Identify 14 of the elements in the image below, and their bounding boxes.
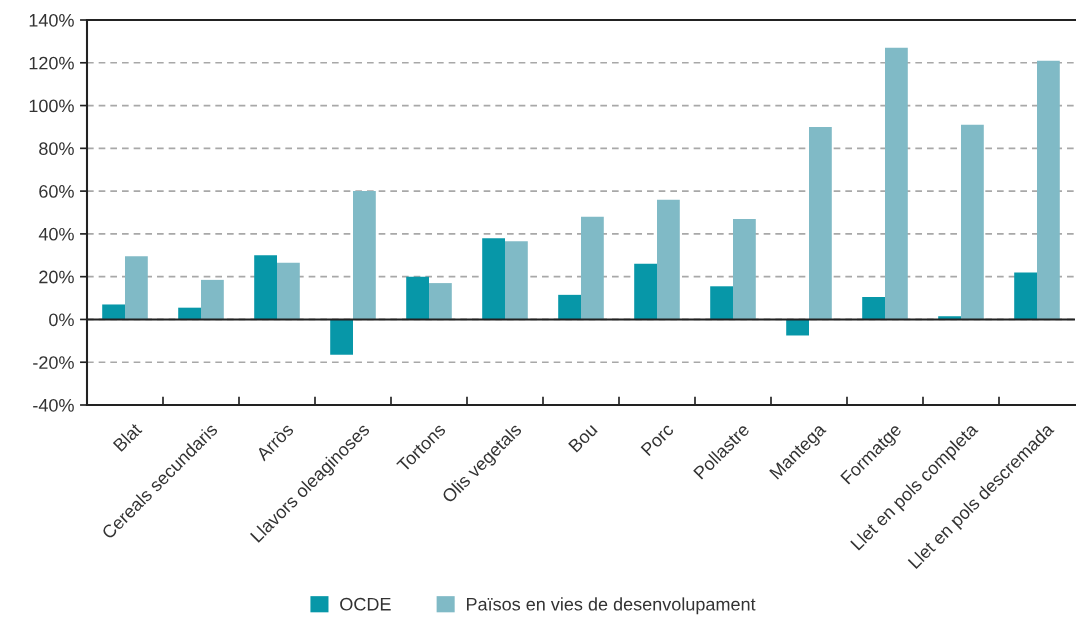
y-tick-label: 40% [38,227,74,241]
legend-label: Països en vies de desenvolupament [466,597,756,615]
y-tick-label: 120% [29,56,74,70]
y-tick-label: -20% [33,356,74,369]
y-tick-label: 60% [39,185,74,198]
x-tick-label: Blat [112,421,143,452]
y-tick-label: 140% [29,13,74,27]
y-tick-label: 100% [29,99,74,113]
x-tick-label: Bou [568,422,598,453]
y-tick-label: 0% [49,313,74,327]
y-tick-label: -40% [33,398,74,412]
legend-label: OCDE [340,597,391,611]
y-tick-label: 20% [39,270,74,284]
y-tick-label: 80% [39,142,74,156]
